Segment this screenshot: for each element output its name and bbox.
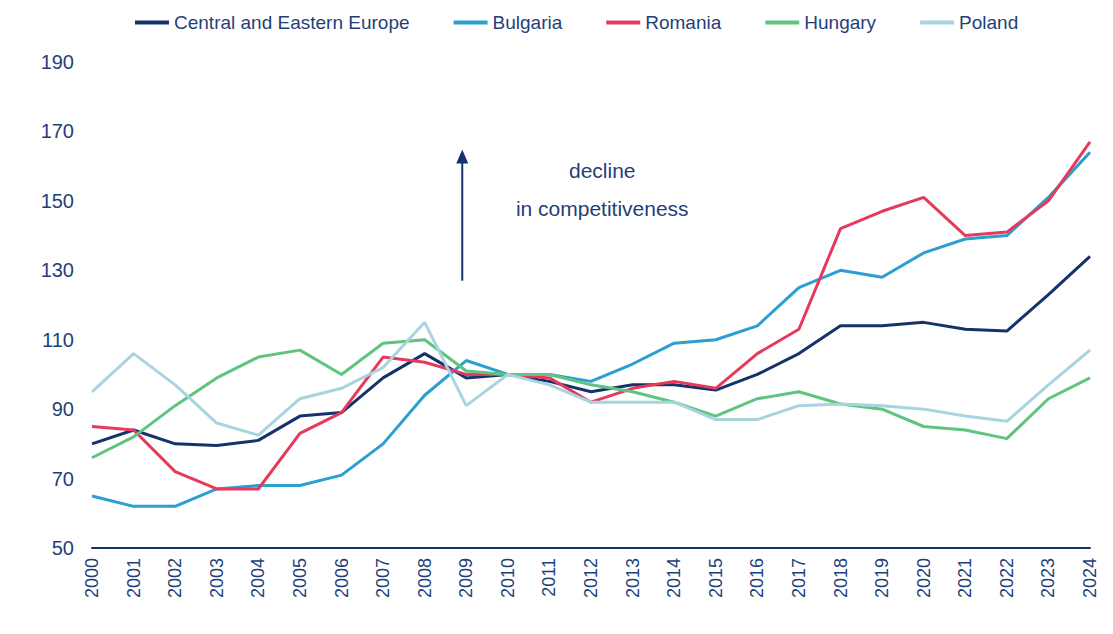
svg-text:50: 50 [52, 537, 74, 559]
svg-text:2009: 2009 [456, 558, 476, 598]
svg-text:Romania: Romania [645, 12, 721, 33]
svg-text:2015: 2015 [706, 558, 726, 598]
svg-text:Hungary: Hungary [804, 12, 876, 33]
svg-text:2024: 2024 [1080, 558, 1100, 598]
svg-text:170: 170 [41, 120, 74, 142]
svg-text:in competitiveness: in competitiveness [516, 197, 689, 220]
svg-text:2008: 2008 [415, 558, 435, 598]
svg-text:2007: 2007 [373, 558, 393, 598]
svg-text:2014: 2014 [664, 558, 684, 598]
svg-text:2001: 2001 [124, 558, 144, 598]
svg-text:Poland: Poland [959, 12, 1018, 33]
svg-text:70: 70 [52, 468, 74, 490]
svg-text:2021: 2021 [955, 558, 975, 598]
svg-text:2003: 2003 [207, 558, 227, 598]
svg-text:2011: 2011 [539, 558, 559, 597]
svg-text:2002: 2002 [165, 558, 185, 598]
svg-text:Bulgaria: Bulgaria [493, 12, 563, 33]
svg-text:2004: 2004 [248, 558, 268, 598]
svg-text:110: 110 [42, 329, 74, 351]
svg-text:2018: 2018 [831, 558, 851, 598]
svg-text:2019: 2019 [872, 558, 892, 598]
svg-text:2017: 2017 [789, 558, 809, 598]
svg-text:2005: 2005 [290, 558, 310, 598]
svg-text:130: 130 [41, 259, 74, 281]
svg-text:2022: 2022 [997, 558, 1017, 598]
svg-text:90: 90 [52, 398, 74, 420]
svg-text:2023: 2023 [1038, 558, 1058, 598]
svg-text:2010: 2010 [498, 558, 518, 598]
svg-text:2013: 2013 [623, 558, 643, 598]
svg-text:2000: 2000 [82, 558, 102, 598]
svg-text:190: 190 [41, 51, 74, 73]
svg-text:Central and Eastern Europe: Central and Eastern Europe [174, 12, 410, 33]
svg-text:150: 150 [41, 190, 74, 212]
svg-text:2020: 2020 [914, 558, 934, 598]
svg-text:2016: 2016 [747, 558, 767, 598]
svg-text:2012: 2012 [581, 558, 601, 598]
svg-text:decline: decline [569, 159, 636, 182]
svg-text:2006: 2006 [332, 558, 352, 598]
